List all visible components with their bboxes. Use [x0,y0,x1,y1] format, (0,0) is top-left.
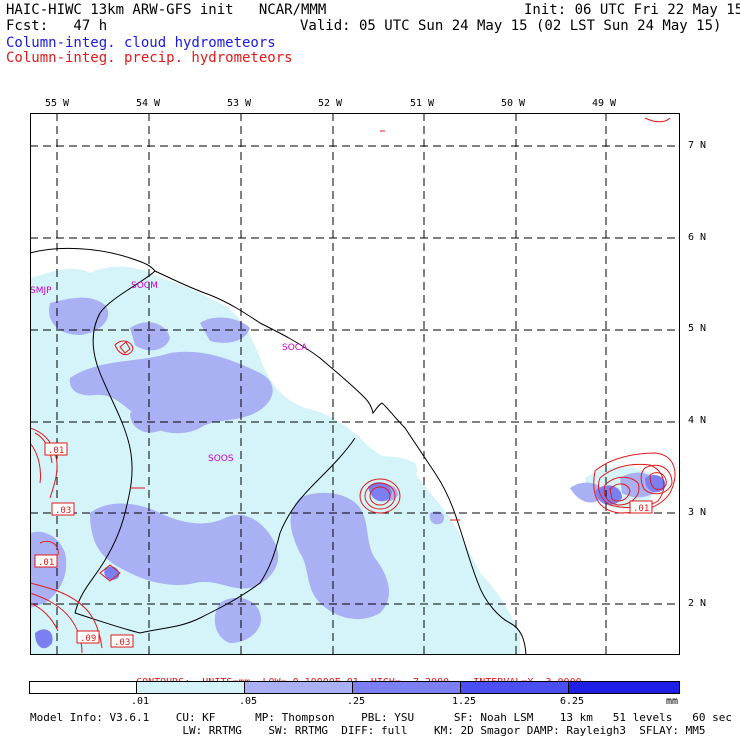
contour-label-4: .09 [80,634,96,644]
model-info-line1: Model Info: V3.6.1 CU: KF MP: Thompson P… [30,711,732,724]
lat-label-7n: 7 N [688,140,707,151]
colorbar-tick-5: 6.25 [560,696,585,707]
contour-label-6: .01 [633,504,649,514]
lat-label-6n: 6 N [688,232,707,243]
station-labels: SMJP SOCM SOCA SOOS [30,281,308,464]
forecast-hour: Fcst: 47 h [6,18,108,34]
lon-label-49w: 49 W [592,98,617,109]
station-socm: SOCM [131,281,158,291]
station-smjp: SMJP [30,286,52,296]
lon-label-50w: 50 W [501,98,526,109]
model-info-line2: LW: RRTMG SW: RRTMG DIFF: full KM: 2D Sm… [30,724,706,737]
lon-label-51w: 51 W [410,98,435,109]
colorbar-tick-3: .25 [347,696,366,707]
field-precip-label: Column-integ. precip. hydrometeors [6,50,293,66]
lat-label-2n: 2 N [688,598,707,609]
contour-label-5: .03 [114,638,130,648]
station-soca: SOCA [282,343,308,353]
border-suriname-guyane [74,270,156,614]
lon-label-52w: 52 W [318,98,343,109]
map-panel: .01 .03 .01 .09 .03 .01 SMJP SOCM SOCA S… [30,113,680,655]
latlon-grid [30,113,680,655]
coastline [30,247,527,655]
lat-label-4n: 4 N [688,415,707,426]
colorbar-tick-4: 1.25 [452,696,477,707]
model-title: HAIC-HIWC 13km ARW-GFS init NCAR/MMM [6,2,327,18]
map-border [30,113,680,655]
colorbar-tick-2: .05 [239,696,258,707]
lon-label-53w: 53 W [227,98,252,109]
station-soos: SOOS [208,454,234,464]
lon-label-54w: 54 W [136,98,161,109]
lat-label-3n: 3 N [688,507,707,518]
lat-label-5n: 5 N [688,323,707,334]
colorbar-units: mm [666,696,679,707]
border-guyane-brazil [139,437,356,634]
valid-time: Valid: 05 UTC Sun 24 May 15 (02 LST Sun … [300,18,722,34]
lon-label-55w: 55 W [45,98,70,109]
border-brazil-west [74,612,141,634]
contour-label-3: .01 [38,558,54,568]
field-cloud-label: Column-integ. cloud hydrometeors [6,35,276,51]
contour-label-2: .03 [55,506,71,516]
colorbar [29,681,680,694]
colorbar-tick-1: .01 [131,696,150,707]
init-time: Init: 06 UTC Fri 22 May 15 [524,2,740,18]
contour-labels: .01 .03 .01 .09 .03 .01 [34,442,653,648]
cloud-shading-mid [30,297,660,643]
contour-label-1: .01 [48,446,64,456]
